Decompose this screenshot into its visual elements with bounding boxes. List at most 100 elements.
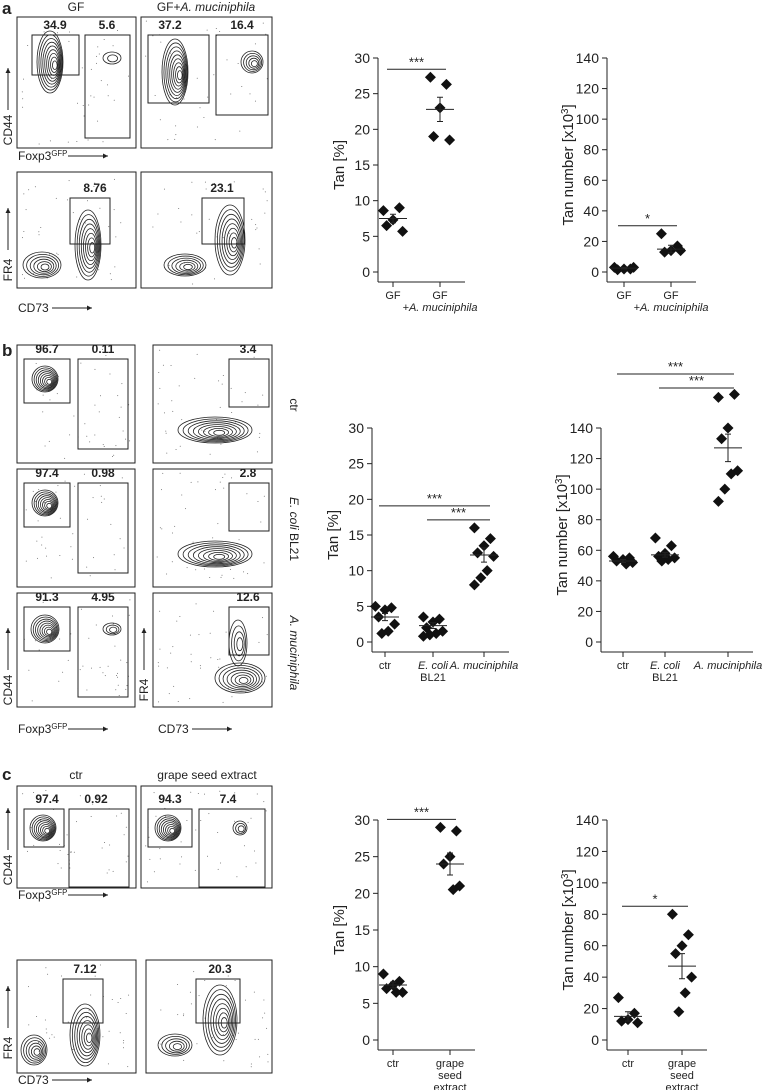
event-dot [195,829,197,831]
event-dot [108,1030,110,1032]
arrow-head [5,208,11,213]
y-axis-label: Tan [%] [331,905,348,955]
event-dot [38,234,40,236]
contour [219,213,244,268]
y-tick-label: 20 [354,885,370,901]
y-tick-label-part: 100 [576,111,600,127]
contour-core [88,1037,92,1040]
gate-percentage: 7.12 [73,962,97,976]
event-dot [48,440,50,442]
event-dot [253,991,255,993]
event-dot [263,801,265,803]
event-dot [220,862,222,864]
contour [161,38,189,106]
y-tick-label: 140 [570,420,594,436]
y-axis-label-part: 3 [560,874,571,879]
event-dot [102,1036,104,1038]
event-dot [226,59,228,61]
event-dot [159,610,161,612]
event-dot [236,876,238,878]
y-tick-label-part: 0 [362,1032,370,1048]
x-axis-label: CD73 [18,1073,49,1087]
y-tick-label-part: 30 [348,420,364,436]
event-dot [257,500,259,502]
data-point [447,884,459,896]
event-dot [55,197,57,199]
event-dot [44,445,46,447]
event-dot [253,356,255,358]
event-dot [121,383,123,385]
data-point [675,245,687,257]
event-dot [87,518,89,520]
event-dot [121,477,123,479]
y-tick-label-part: 0 [585,634,593,650]
contour [81,1024,95,1050]
event-dot [42,411,44,413]
event-dot [253,850,255,852]
event-dot [103,38,105,40]
event-dot [69,434,71,436]
event-dot [49,140,51,142]
gate [23,606,71,652]
event-dot [172,532,174,534]
event-dot [238,539,240,541]
gate [228,358,270,408]
event-dot [223,1060,225,1062]
event-dot [172,646,174,648]
gate-percentage: 97.4 [35,792,59,806]
contour [20,1034,48,1066]
event-dot [155,815,157,817]
gate-percentage-part: 96.7 [35,342,59,356]
x-tick-label: A. muciniphila [449,660,518,672]
event-dot [80,362,82,364]
x-tick-label: GF [616,290,632,302]
contour [42,375,54,387]
event-dot [128,614,130,616]
gate [23,358,71,404]
event-dot [109,373,111,375]
event-dot [73,415,75,417]
x-tick-label: ctr [617,660,630,672]
significance-label-part: * [652,891,657,906]
event-dot [258,436,260,438]
event-dot [250,1063,252,1065]
y-tick-label: 40 [577,573,593,589]
event-dot [113,178,115,180]
x-tick-label: +A. muciniphila [403,302,478,314]
flow-plot-frame [152,344,273,464]
contour [158,818,180,840]
y-tick-label-part: 140 [576,50,600,66]
event-dot [165,815,167,817]
event-dot [100,495,102,497]
contour-core [48,505,51,508]
event-dot [221,574,223,576]
event-dot [111,615,113,617]
event-dot [211,1037,213,1039]
contour [214,204,246,276]
event-dot [223,487,225,489]
y-tick-label: 140 [576,812,600,828]
event-dot [72,1048,74,1050]
y-tick-label: 20 [577,603,593,619]
event-dot [27,45,29,47]
event-dot [38,231,40,233]
contour [80,223,99,269]
significance-label-part: *** [689,373,704,388]
event-dot [178,208,180,210]
event-dot [199,665,201,667]
event-dot [108,226,110,228]
contour [79,1020,96,1053]
event-dot [97,46,99,48]
event-dot [159,848,161,850]
x-tick-label-part: +A. muciniphila [634,302,709,314]
event-dot [59,554,61,556]
row-label-part: E. coli [287,497,301,530]
contour [46,628,53,635]
event-dot [125,826,127,828]
contour [76,214,101,277]
event-dot [196,353,198,355]
x-tick-label-part: A. muciniphila [693,660,762,672]
data-point [428,130,440,142]
event-dot [40,797,42,799]
event-dot [185,508,187,510]
